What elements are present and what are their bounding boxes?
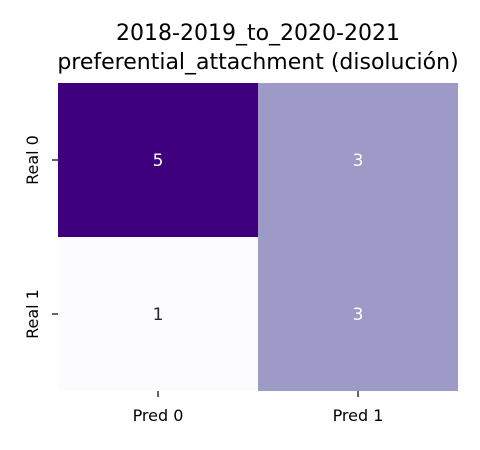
heatmap-cells: [58, 83, 458, 391]
heatmap-cell-labels: 5 3 1 3: [153, 151, 364, 325]
chart-title-line-2: preferential_attachment (disolución): [57, 50, 458, 75]
chart-title: 2018-2019_to_2020-2021 preferential_atta…: [57, 21, 458, 75]
x-tick-label-0: Pred 0: [133, 406, 184, 425]
x-tick-label-1: Pred 1: [333, 406, 384, 425]
y-tick-label-1: Real 1: [23, 289, 42, 339]
heatmap-cell-r1-c0: [58, 237, 258, 391]
y-tick-label-0: Real 0: [23, 135, 42, 185]
y-axis: Real 0 Real 1: [23, 135, 58, 339]
x-axis: Pred 0 Pred 1: [133, 391, 384, 425]
chart-title-line-1: 2018-2019_to_2020-2021: [116, 21, 400, 46]
cell-value-label-r1-c0: 1: [153, 305, 164, 325]
heatmap-cell-r0-c0: [58, 83, 258, 237]
heatmap-cell-r0-c1: [258, 83, 458, 237]
heatmap-cell-r1-c1: [258, 237, 458, 391]
cell-value-label-r0-c1: 3: [353, 151, 364, 171]
cell-value-label-r0-c0: 5: [153, 151, 164, 171]
cell-value-label-r1-c1: 3: [353, 305, 364, 325]
